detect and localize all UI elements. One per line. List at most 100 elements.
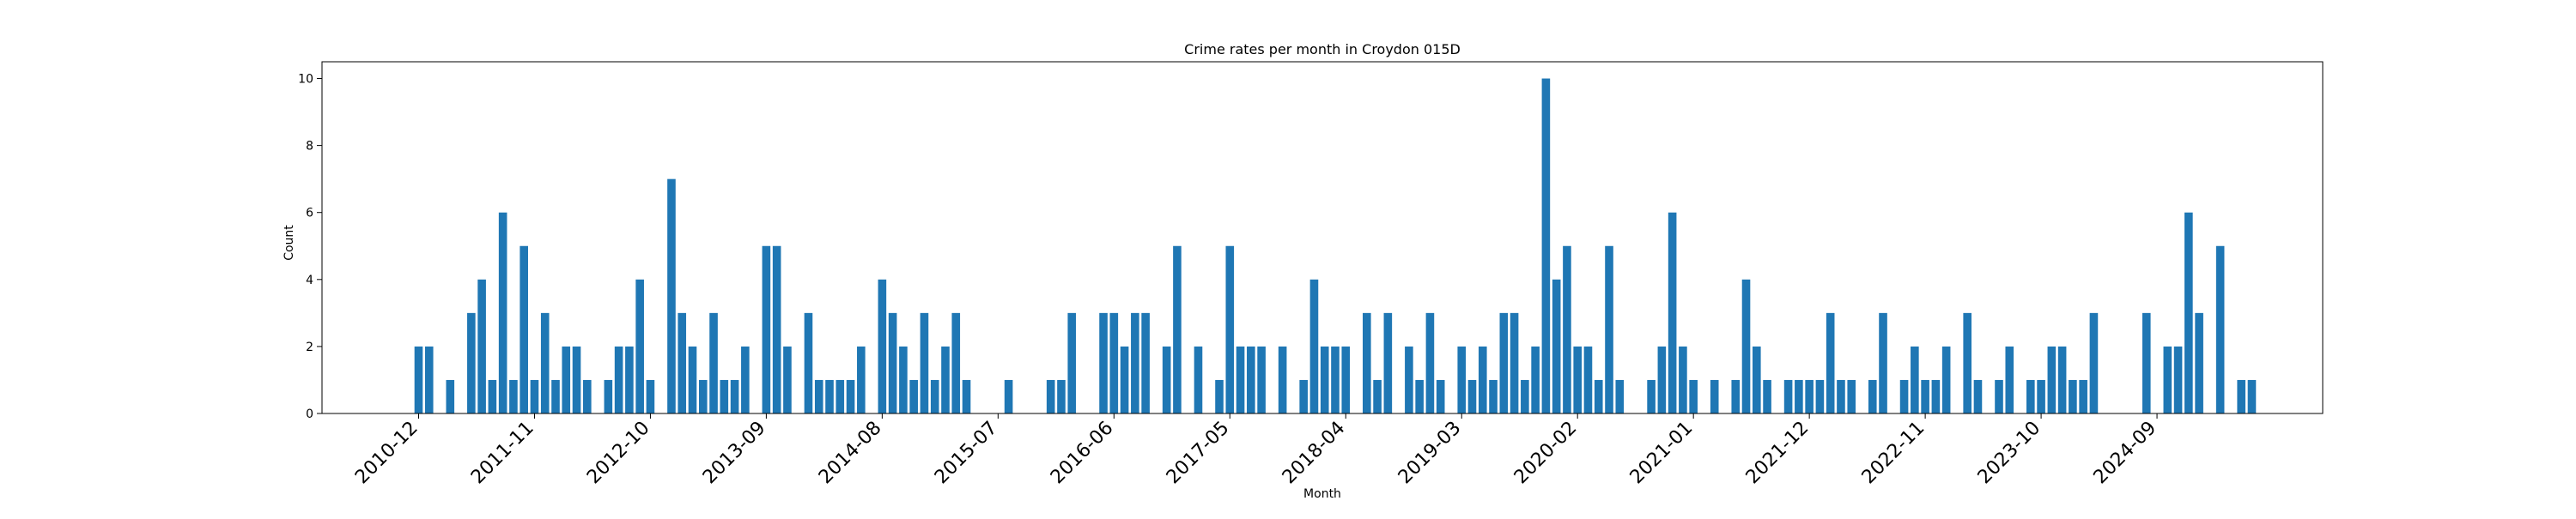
bar	[825, 379, 834, 413]
bar	[509, 379, 518, 413]
bar	[467, 312, 476, 413]
bar	[909, 379, 918, 413]
bar	[1837, 379, 1845, 413]
bar	[677, 312, 687, 413]
bar	[1963, 312, 1971, 413]
x-axis: 2010-12 2011-11 2012-10 2013-09 2014-08 2015-…	[351, 413, 2160, 488]
bar	[2247, 379, 2257, 413]
bar	[572, 346, 581, 413]
x-tick-label: 2010-12	[351, 418, 422, 489]
bar	[2142, 312, 2151, 413]
bar	[888, 312, 897, 413]
bar	[1741, 279, 1751, 413]
bar	[1795, 379, 1803, 413]
bar	[2047, 346, 2057, 413]
bar	[519, 245, 528, 413]
bar	[498, 212, 507, 413]
x-tick-label: 2017-05	[1163, 418, 1234, 489]
bar	[446, 379, 455, 413]
bar	[930, 379, 939, 413]
bar	[1594, 379, 1603, 413]
bar	[1309, 279, 1319, 413]
bar	[551, 379, 560, 413]
y-tick-label: 6	[306, 207, 313, 220]
bar	[2237, 379, 2246, 413]
bar	[741, 346, 750, 413]
bar	[2195, 312, 2203, 413]
bar	[878, 279, 887, 413]
bar	[540, 312, 550, 413]
x-tick-label: 2023-10	[1974, 418, 2045, 489]
bar	[1647, 379, 1656, 413]
bar	[1583, 346, 1593, 413]
x-tick-label: 2022-11	[1858, 418, 1929, 489]
bar	[1099, 312, 1108, 413]
bar	[835, 379, 845, 413]
bar	[1331, 346, 1340, 413]
bar	[1615, 379, 1625, 413]
bar	[804, 312, 813, 413]
bar	[667, 178, 676, 414]
bar	[1415, 379, 1424, 413]
bar	[2079, 379, 2087, 413]
bars-group	[414, 78, 2257, 414]
bar	[1899, 379, 1909, 413]
bar	[1921, 379, 1929, 413]
y-tick-label: 0	[306, 407, 313, 421]
bar	[1573, 346, 1582, 413]
bar	[1046, 379, 1055, 413]
bar	[414, 346, 423, 413]
x-tick-label: 2014-08	[815, 418, 886, 489]
bar	[1710, 379, 1719, 413]
bar	[1510, 312, 1519, 413]
bar	[1425, 312, 1435, 413]
x-tick-label: 2018-04	[1279, 418, 1350, 489]
bar	[1941, 346, 1951, 413]
bar	[625, 346, 634, 413]
x-tick-label: 2013-09	[699, 418, 770, 489]
bar	[2026, 379, 2035, 413]
bar	[730, 379, 739, 413]
bar	[1120, 346, 1129, 413]
bar	[1552, 279, 1561, 413]
bar	[1541, 78, 1551, 414]
bar	[762, 245, 771, 413]
x-tick-label: 2019-03	[1394, 418, 1466, 489]
bar	[2037, 379, 2045, 413]
bar	[1563, 245, 1571, 413]
bar	[1247, 346, 1255, 413]
bar	[1236, 346, 1245, 413]
bar	[1057, 379, 1066, 413]
bar	[951, 312, 961, 413]
bar	[720, 379, 729, 413]
bar	[1341, 346, 1351, 413]
bar	[1405, 346, 1413, 413]
bar	[1783, 379, 1793, 413]
bar	[635, 279, 644, 413]
y-axis: 0 2 4 6 8 10	[298, 73, 322, 421]
bar	[698, 379, 708, 413]
bar	[857, 346, 866, 413]
bar	[962, 379, 971, 413]
y-tick-label: 4	[306, 274, 313, 287]
bar	[1131, 312, 1139, 413]
bar	[1731, 379, 1741, 413]
bar	[1383, 312, 1393, 413]
bar	[1194, 346, 1203, 413]
bar	[1826, 312, 1835, 413]
bar	[1763, 379, 1771, 413]
bar	[1141, 312, 1150, 413]
bar	[1363, 312, 1371, 413]
bar	[2069, 379, 2077, 413]
x-tick-label: 2011-11	[467, 418, 538, 489]
plot-frame	[321, 61, 2324, 414]
x-tick-label: 2021-01	[1626, 418, 1698, 489]
y-axis-label: Count	[283, 225, 296, 261]
bar	[814, 379, 823, 413]
bar	[1911, 346, 1919, 413]
y-tick-label: 2	[306, 341, 313, 354]
bar	[2173, 346, 2183, 413]
bar	[1879, 312, 1887, 413]
bar	[1457, 346, 1467, 413]
